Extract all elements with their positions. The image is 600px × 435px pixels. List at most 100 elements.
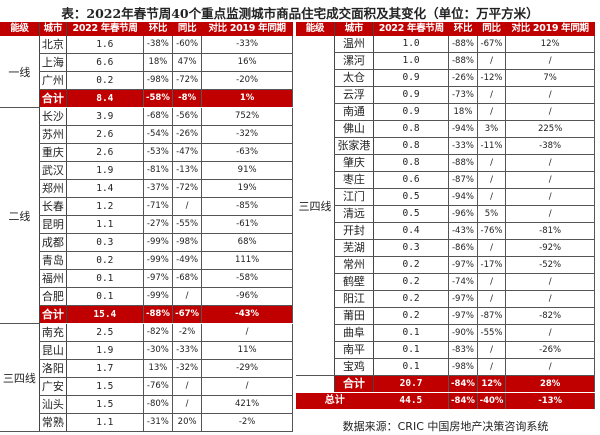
table-cell: -97%: [448, 307, 478, 325]
table-title: 表：2022年春节周40个重点监测城市商品住宅成交面积及其变化（单位：万平方米）: [61, 6, 539, 21]
table-cell: 广州: [38, 71, 67, 90]
table-cell: -68%: [143, 107, 174, 126]
tier-label: 三四线: [0, 323, 40, 432]
table-cell: -90%: [448, 324, 478, 342]
table-cell: 昆明: [38, 215, 67, 234]
column-header: 城市: [333, 22, 374, 36]
table-cell: 漯河: [333, 52, 374, 70]
table-cell: -84%: [448, 392, 478, 410]
table-cell: -88%: [448, 36, 478, 53]
table-cell: 12%: [505, 36, 595, 53]
table-cell: 0.8: [373, 137, 450, 155]
table-cell: -98%: [448, 358, 478, 376]
table-cell: /: [505, 324, 595, 342]
table-cell: -32%: [172, 359, 203, 378]
table-cell: 肇庆: [333, 154, 374, 172]
table-cell: -67%: [172, 305, 203, 324]
table-cell: 68%: [201, 233, 293, 252]
table-cell: -30%: [143, 341, 174, 360]
table-cell: -13%: [172, 161, 203, 180]
table-cell: 长沙: [38, 107, 67, 126]
table-row: 曲阜 0.1 -90% -55% /: [296, 324, 595, 342]
table-row: 太仓 0.9 -26% -12% 7%: [296, 69, 595, 87]
table-cell: 太仓: [333, 69, 374, 87]
table-cell: 合肥: [38, 287, 67, 306]
table-cell: -88%: [143, 305, 174, 324]
table-cell: -27%: [143, 215, 174, 234]
column-header: 同比: [172, 22, 202, 36]
table-cell: 鹤壁: [333, 273, 374, 291]
table-row: 昆明 1.1 -27% -55% -61%: [0, 215, 293, 234]
table-cell: -84%: [448, 375, 478, 393]
table-row: 鹤壁 0.2 -74% / /: [296, 273, 595, 291]
table-cell: -47%: [172, 143, 203, 162]
table-cell: -97%: [143, 269, 174, 288]
table-cell: 南充: [38, 323, 67, 342]
table-cell: /: [477, 358, 507, 376]
table-row: 清远 0.5 -96% 5% /: [296, 205, 595, 223]
table-cell: 清远: [333, 205, 374, 223]
table-row: 枣庄 0.6 -87% / /: [296, 171, 595, 189]
table-row: 南通 0.9 18% / /: [296, 103, 595, 121]
table-cell: -26%: [505, 341, 595, 359]
table-cell: 苏州: [38, 125, 67, 144]
table-cell: 3%: [477, 120, 507, 138]
table-cell: -71%: [143, 197, 174, 216]
table-cell: 7%: [505, 69, 595, 87]
table-cell: 曲阜: [333, 324, 374, 342]
table-row: 三四线 南充 2.5 -82% -2% /: [0, 323, 293, 432]
table-cell: 阳江: [333, 290, 374, 308]
table-cell: 1.1: [66, 215, 144, 234]
table-cell: 重庆: [38, 143, 67, 162]
table-cell: -8%: [172, 89, 203, 108]
table-row: 武汉 1.9 -81% -13% 91%: [0, 161, 293, 180]
table-cell: /: [477, 188, 507, 206]
table-cell: 云浮: [333, 86, 374, 104]
table-cell: /: [172, 197, 203, 216]
table-cell: 1.9: [66, 341, 144, 360]
table-cell: -60%: [172, 36, 203, 54]
tier-label: 一线: [0, 36, 40, 108]
table-cell: /: [172, 287, 203, 306]
subtotal-row: 合计 8.4 -58% -8% 1%: [0, 89, 293, 108]
table-cell: /: [477, 103, 507, 121]
table-cell: -33%: [172, 341, 203, 360]
table-cell: -26%: [172, 125, 203, 144]
table-cell: /: [201, 377, 293, 396]
table-cell: -88%: [448, 52, 478, 70]
table-row: 上海 6.6 18% 47% 16%: [0, 53, 293, 72]
column-header: 环比: [143, 22, 173, 36]
column-header: 对比 2019 年同期: [505, 22, 595, 36]
table-cell: /: [172, 395, 203, 414]
table-cell: -72%: [172, 71, 203, 90]
table-cell: 合计: [333, 375, 374, 393]
table-cell: -40%: [477, 392, 507, 410]
table-cell: -80%: [143, 395, 174, 414]
table-cell: -99%: [143, 287, 174, 306]
table-row: 合肥 0.1 -99% / -96%: [0, 287, 293, 306]
table-cell: 洛阳: [38, 359, 67, 378]
table-cell: 1.7: [66, 359, 144, 378]
table-cell: 0.3: [66, 233, 144, 252]
table-cell: -82%: [143, 323, 174, 342]
table-cell: -96%: [448, 205, 478, 223]
table-cell: -58%: [143, 89, 174, 108]
table-cell: 1.5: [66, 377, 144, 396]
table-cell: 福州: [38, 269, 67, 288]
table-cell: -12%: [477, 69, 507, 87]
table-cell: 0.2: [373, 256, 450, 274]
table-cell: 成都: [38, 233, 67, 252]
table-cell: /: [505, 358, 595, 376]
table-row: 福州 0.1 -97% -68% -58%: [0, 269, 293, 288]
table-row: 洛阳 1.7 13% -32% -29%: [0, 359, 293, 378]
table-cell: /: [505, 86, 595, 104]
table-cell: -13%: [505, 392, 595, 410]
column-header: 同比: [477, 22, 506, 36]
column-header: 能级: [0, 22, 40, 36]
table-cell: 北京: [38, 36, 67, 54]
table-cell: -55%: [477, 324, 507, 342]
table-cell: 宝鸡: [333, 358, 374, 376]
table-cell: -37%: [143, 179, 174, 198]
table-cell: 0.1: [66, 287, 144, 306]
table-cell: 19%: [201, 179, 293, 198]
